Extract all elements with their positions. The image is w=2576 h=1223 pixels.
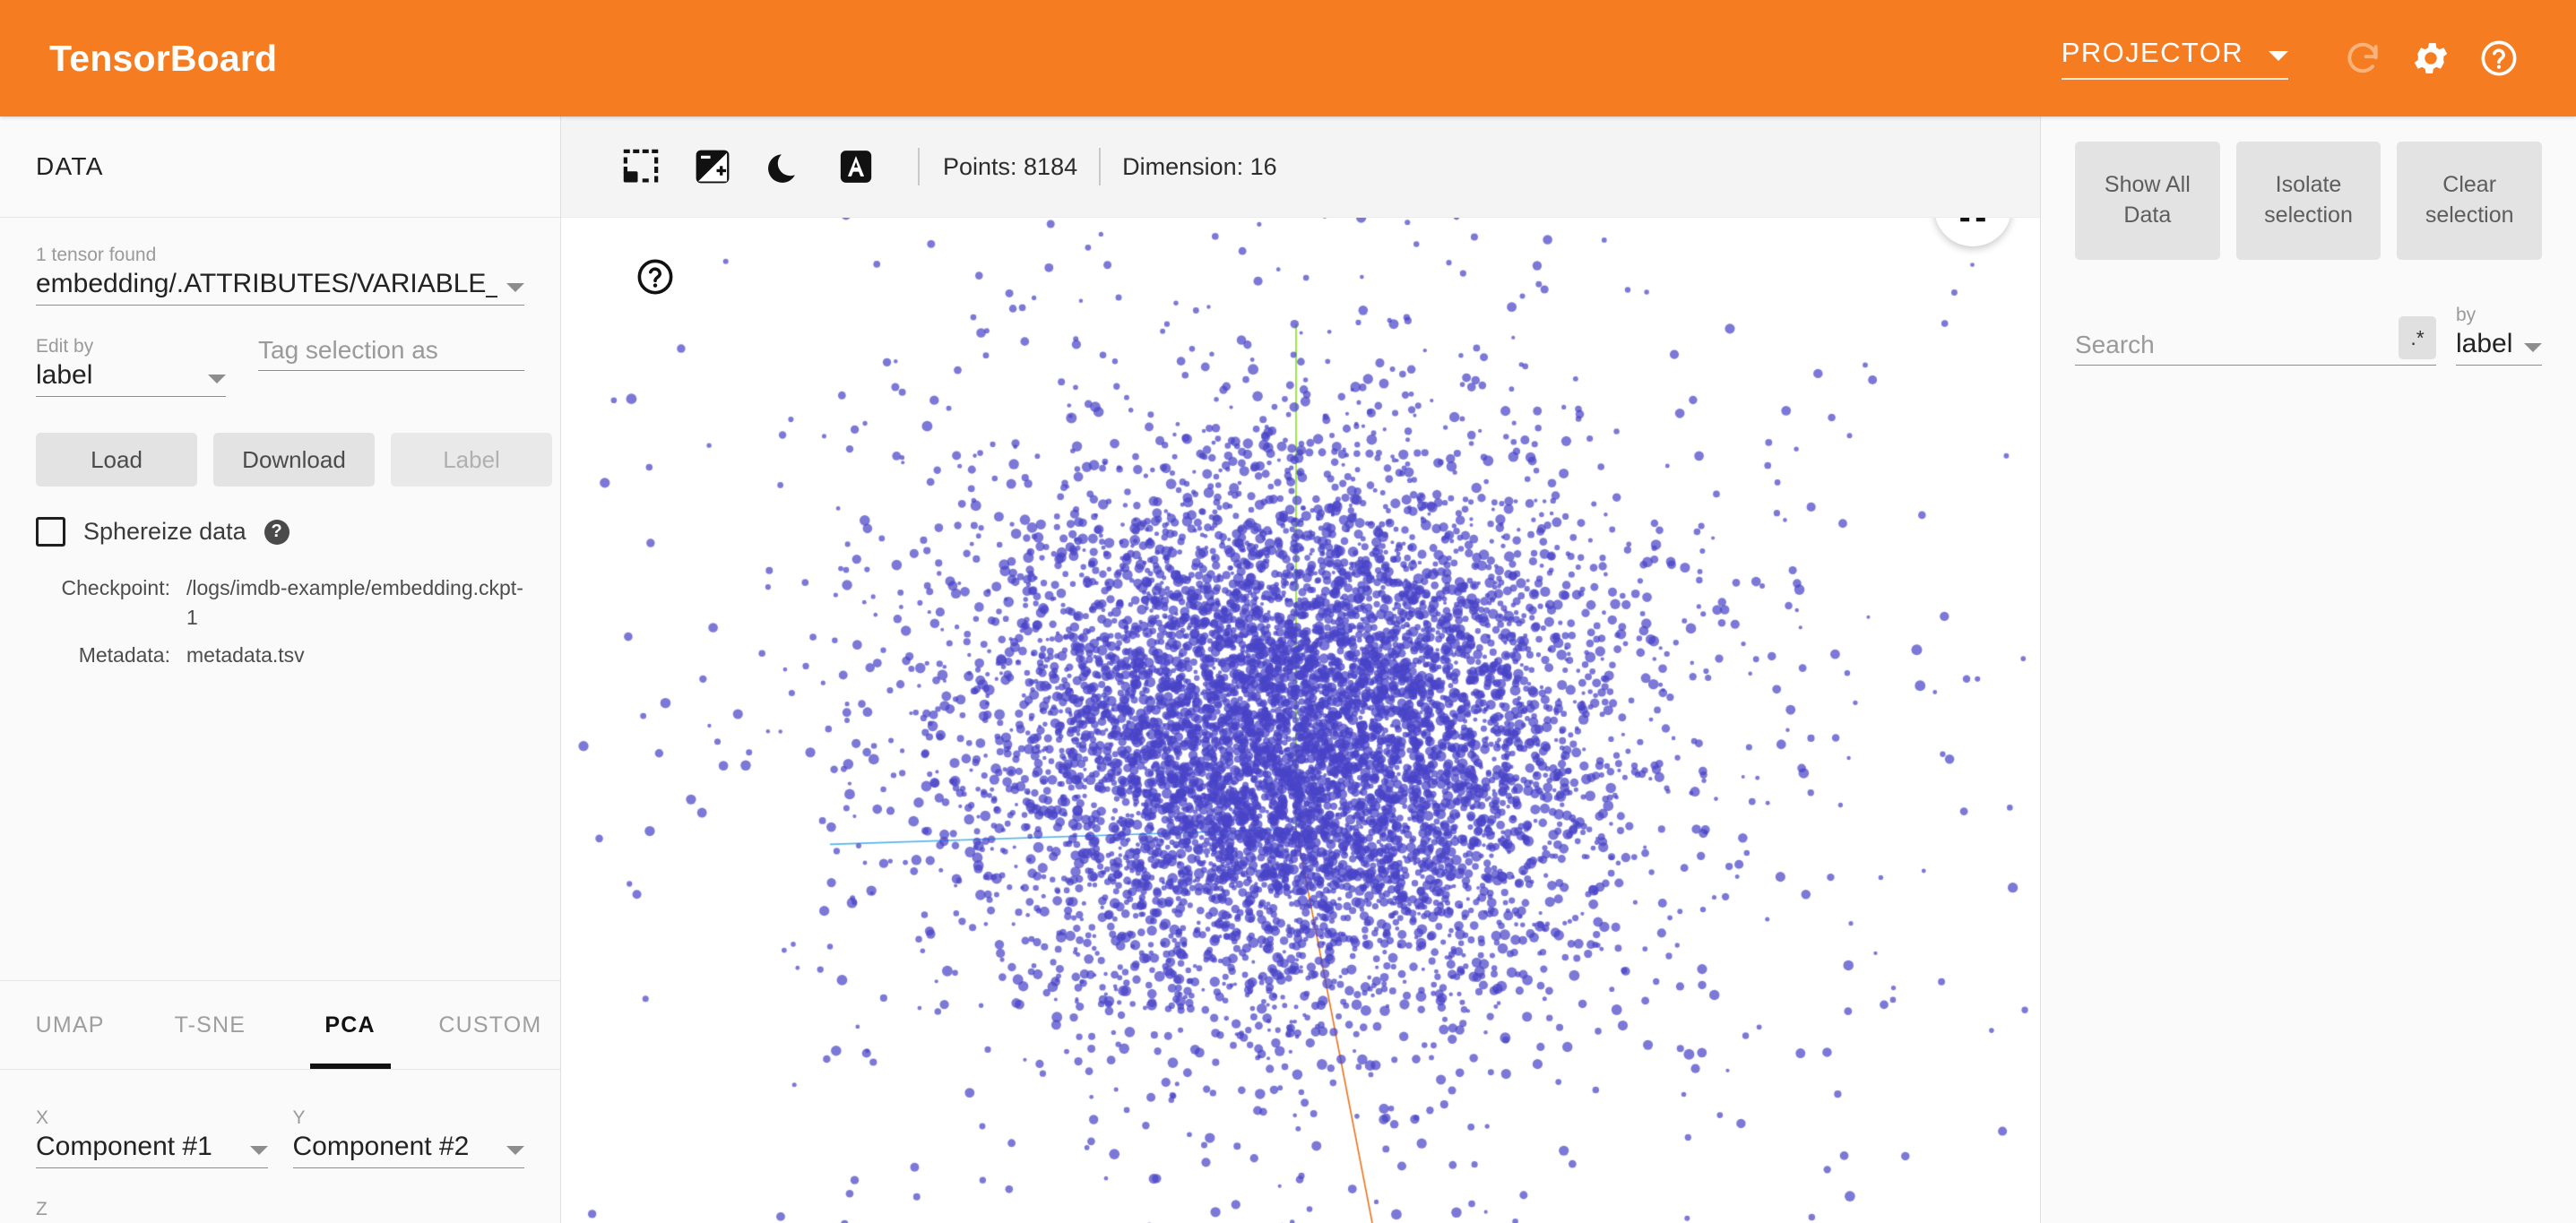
labels-icon[interactable] [823,133,889,200]
search-box[interactable]: .* [2075,316,2436,366]
tag-selection-block [258,336,524,397]
sphereize-checkbox[interactable] [36,517,65,547]
edit-by-row: Edit by label [36,336,524,397]
projection-tabs: UMAP T-SNE PCA CUSTOM [0,980,560,1070]
tab-tsne[interactable]: T-SNE [174,1012,246,1038]
toolbar-divider-2 [1099,148,1102,185]
dimension-count: Dimension: 16 [1122,152,1277,180]
dashboard-selector-label: PROJECTOR [2061,37,2243,68]
search-row: .* by label [2075,305,2542,366]
toolbar-divider [918,148,920,185]
show-all-data-button[interactable]: Show All Data [2075,142,2220,260]
scatter-plot-canvas[interactable] [561,218,2040,1223]
regex-toggle-button[interactable]: .* [2399,316,2436,359]
edit-by-value: label [36,360,93,390]
header-actions: PROJECTOR [2061,30,2527,86]
search-by-select[interactable]: label [2456,329,2542,366]
chevron-down-icon [506,1146,524,1155]
points-count: Points: 8184 [943,152,1078,180]
selection-buttons: Show All Data Isolate selection Clear se… [2075,142,2543,260]
chevron-down-icon [506,283,524,292]
home-icon [1952,218,1993,231]
app-body: DATA 1 tensor found embedding/.ATTRIBUTE… [0,116,2576,1223]
metadata-key: Metadata: [78,642,170,667]
data-action-buttons: Load Download Label [36,433,552,487]
projector-main: Points: 8184 Dimension: 16 [561,116,2040,1223]
pca-y-block: Y Component #2 [292,1107,524,1168]
checkpoint-key: Checkpoint: [61,576,170,599]
search-by-value: label [2456,329,2513,358]
night-mode-icon[interactable] [751,133,817,200]
edit-by-block: Edit by label [36,336,226,397]
dashboard-selector[interactable]: PROJECTOR [2061,37,2288,80]
checkpoint-row: Checkpoint: /logs/imdb-example/embedding… [36,573,524,633]
app-brand: TensorBoard [49,37,278,79]
pca-x-block: X Component #1 [36,1107,268,1168]
tensor-selector-block: 1 tensor found embedding/.ATTRIBUTES/VAR… [36,245,524,306]
pca-x-select[interactable]: Component #1 [36,1132,268,1168]
chevron-down-icon [208,375,226,383]
label-button[interactable]: Label [391,433,552,487]
help-circle-icon[interactable] [635,256,676,297]
gear-icon[interactable] [2403,30,2459,86]
chevron-down-icon [249,1146,268,1155]
edit-by-label: Edit by [36,336,94,357]
data-panel-body: 1 tensor found embedding/.ATTRIBUTES/VAR… [0,218,560,980]
pca-xy-row: X Component #1 Y Component #2 [36,1107,524,1168]
tab-pca[interactable]: PCA [281,981,420,1069]
app-header: TensorBoard PROJECTOR [0,0,2576,116]
help-circle-icon[interactable] [2471,30,2527,86]
data-panel-title: DATA [0,116,560,218]
pca-x-value: Component #1 [36,1132,212,1161]
tensor-select[interactable]: embedding/.ATTRIBUTES/VARIABLE_ [36,269,524,306]
isolate-selection-button[interactable]: Isolate selection [2235,142,2382,260]
checkpoint-value: /logs/imdb-example/embedding.ckpt-1 [186,576,523,630]
sphereize-row: Sphereize data ? [36,517,524,547]
data-panel: DATA 1 tensor found embedding/.ATTRIBUTE… [0,116,561,1223]
metadata-value: metadata.tsv [186,642,305,667]
search-by-block: by label [2456,305,2542,366]
sphereize-help-icon[interactable]: ? [264,519,290,545]
tensor-found-label: 1 tensor found [36,245,157,265]
exposure-icon[interactable] [679,133,746,200]
pca-x-label: X [36,1107,49,1128]
download-button[interactable]: Download [213,433,375,487]
tab-custom[interactable]: CUSTOM [438,1012,542,1038]
clear-selection-button[interactable]: Clear selection [2397,142,2543,260]
selection-box-icon[interactable] [608,133,674,200]
selection-panel: Show All Data Isolate selection Clear se… [2040,116,2576,1223]
metadata-row: Metadata: metadata.tsv [36,641,524,670]
tensor-select-value: embedding/.ATTRIBUTES/VARIABLE_ [36,269,497,298]
tab-umap[interactable]: UMAP [35,1012,105,1038]
chevron-down-icon [2524,343,2542,352]
projector-toolbar: Points: 8184 Dimension: 16 [561,116,2040,218]
reload-icon[interactable] [2335,30,2390,86]
load-button[interactable]: Load [36,433,197,487]
pca-z-label: Z [36,1199,48,1219]
chevron-down-icon [2269,51,2288,61]
pca-y-value: Component #2 [292,1132,470,1161]
search-by-label: by [2456,305,2477,325]
pca-y-label: Y [292,1107,306,1128]
edit-by-select[interactable]: label [36,360,226,397]
search-input[interactable] [2075,331,2399,359]
sphereize-label: Sphereize data [83,518,246,545]
pca-params: X Component #1 Y Component #2 [0,1070,560,1223]
scatter-canvas-wrap[interactable] [561,218,2040,1223]
pca-y-select[interactable]: Component #2 [292,1132,524,1168]
tag-selection-input[interactable] [258,336,524,371]
